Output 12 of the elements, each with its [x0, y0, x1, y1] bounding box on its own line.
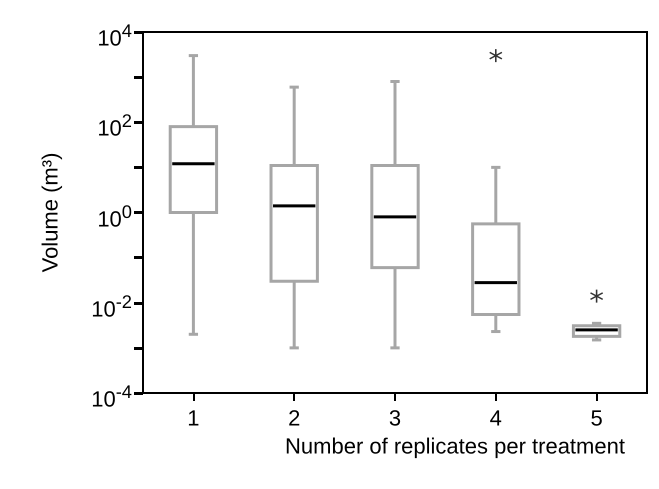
- x-tick-label: 1: [187, 406, 200, 430]
- y-tick-label: 10$^{4}$: [97, 19, 132, 52]
- x-tick-label: 4: [490, 406, 502, 430]
- x-tick-label: 2: [288, 406, 300, 430]
- y-axis-title: Volume (m³): [38, 152, 62, 272]
- y-tick-label: 10$^{-4}$: [91, 380, 132, 412]
- y-tick-label: 10$^{2}$: [97, 109, 132, 142]
- x-axis-title: Number of replicates per treatment: [285, 434, 625, 458]
- y-tick-label: 10$^{-2}$: [91, 290, 132, 322]
- x-tick-label: 3: [388, 406, 402, 430]
- y-tick-label: 10$^{0}$: [97, 200, 132, 232]
- x-tick-label: 5: [590, 406, 603, 430]
